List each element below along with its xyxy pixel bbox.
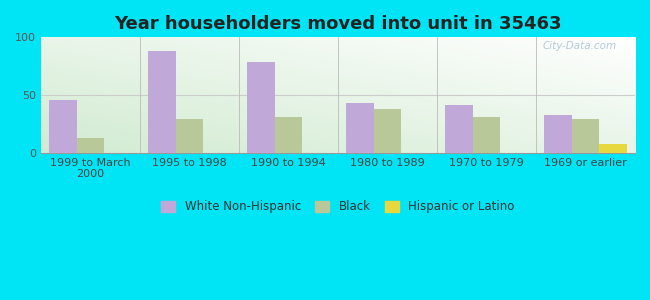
- Bar: [473, 117, 501, 153]
- Bar: [176, 119, 203, 153]
- Text: City-Data.com: City-Data.com: [543, 41, 618, 51]
- Bar: [148, 51, 176, 153]
- Bar: [599, 143, 627, 153]
- Bar: [544, 115, 571, 153]
- Bar: [346, 103, 374, 153]
- Bar: [374, 109, 401, 153]
- Bar: [571, 119, 599, 153]
- Bar: [247, 61, 274, 153]
- Bar: [274, 117, 302, 153]
- Bar: [77, 138, 104, 153]
- Legend: White Non-Hispanic, Black, Hispanic or Latino: White Non-Hispanic, Black, Hispanic or L…: [156, 196, 519, 218]
- Bar: [49, 100, 77, 153]
- Bar: [445, 105, 473, 153]
- Title: Year householders moved into unit in 35463: Year householders moved into unit in 354…: [114, 15, 562, 33]
